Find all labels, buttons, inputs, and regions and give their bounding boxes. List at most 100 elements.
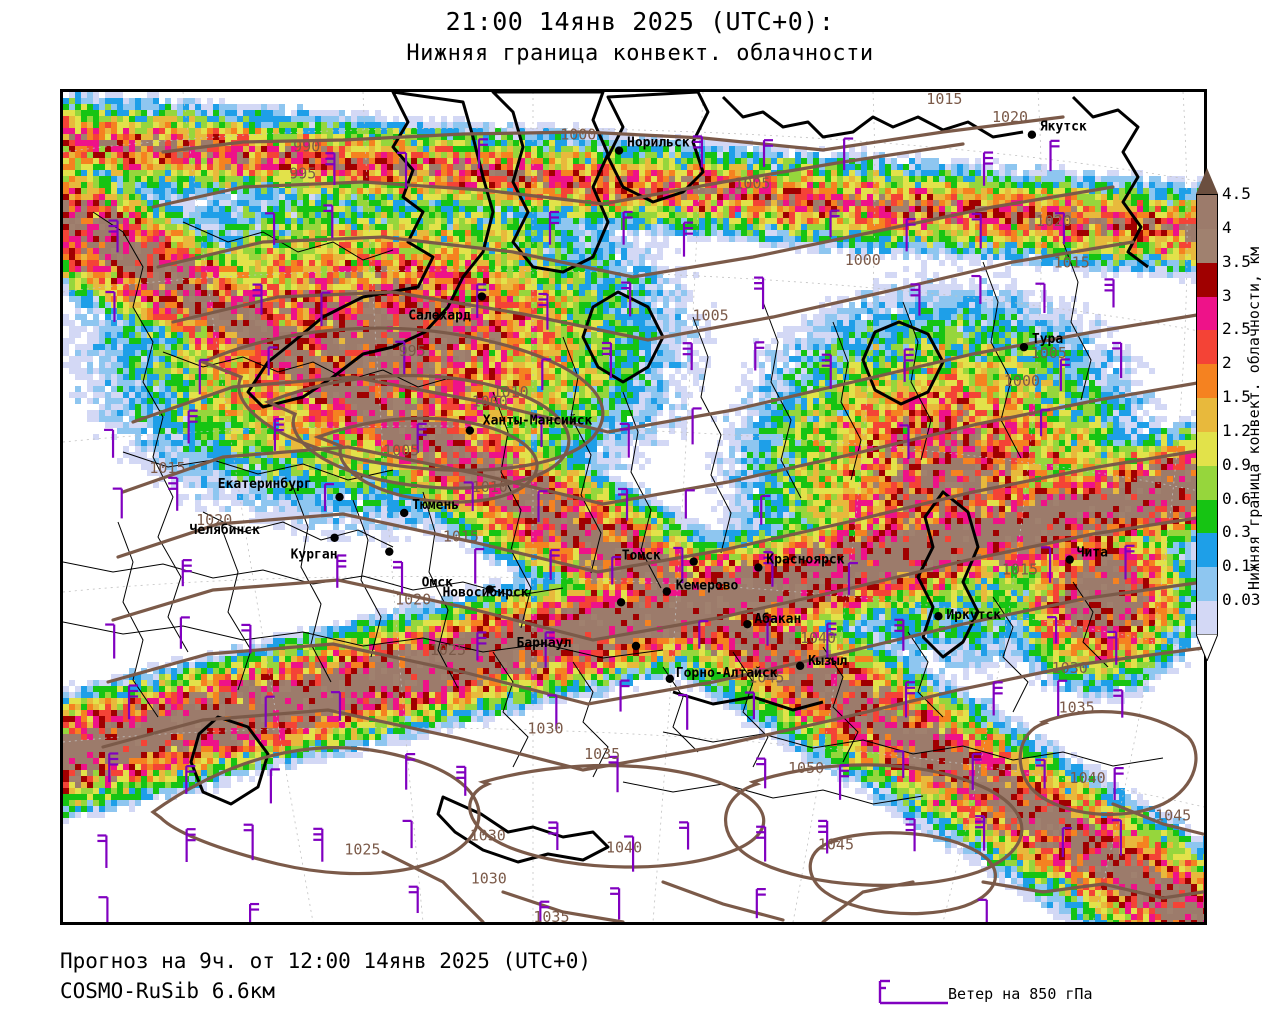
field-cell (285, 164, 291, 170)
field-cell (261, 110, 267, 116)
field-cell (327, 278, 333, 284)
field-cell (1029, 176, 1035, 182)
field-cell (897, 230, 903, 236)
field-cell (297, 122, 303, 128)
field-cell (123, 308, 129, 314)
field-cell (933, 248, 939, 254)
field-cell (369, 212, 375, 218)
field-cell (933, 170, 939, 176)
field-cell (231, 176, 237, 182)
field-cell (795, 200, 801, 206)
field-cell (723, 218, 729, 224)
field-cell (303, 230, 309, 236)
field-cell (93, 182, 99, 188)
field-cell (261, 128, 267, 134)
field-cell (993, 188, 999, 194)
field-cell (603, 272, 609, 278)
field-cell (381, 224, 387, 230)
field-cell (237, 284, 243, 290)
field-cell (327, 188, 333, 194)
field-cell (1131, 194, 1137, 200)
field-cell (315, 290, 321, 296)
field-cell (1191, 248, 1197, 254)
field-cell (471, 170, 477, 176)
field-cell (243, 290, 249, 296)
field-cell (1053, 170, 1059, 176)
field-cell (597, 224, 603, 230)
field-cell (1173, 230, 1179, 236)
field-cell (1053, 200, 1059, 206)
field-cell (321, 122, 327, 128)
field-cell (1029, 188, 1035, 194)
field-cell (423, 194, 429, 200)
field-cell (135, 302, 141, 308)
weather-map[interactable]: 1000 1015 1020 1005 1020 1015 995 990 1005 1000 99… (60, 89, 1207, 925)
field-cell (147, 158, 153, 164)
field-cell (651, 218, 657, 224)
field-cell (957, 164, 963, 170)
field-cell (177, 284, 183, 290)
field-cell (561, 170, 567, 176)
field-cell (135, 200, 141, 206)
field-cell (543, 134, 549, 140)
field-cell (1149, 188, 1155, 194)
field-cell (615, 248, 621, 254)
field-cell (513, 200, 519, 206)
field-cell (513, 290, 519, 296)
field-cell (849, 194, 855, 200)
field-cell (555, 176, 561, 182)
field-cell (1065, 218, 1071, 224)
field-cell (495, 302, 501, 308)
field-cell (261, 164, 267, 170)
field-cell (333, 140, 339, 146)
field-cell (1095, 242, 1101, 248)
field-cell (255, 122, 261, 128)
field-cell (447, 170, 453, 176)
field-cell (153, 170, 159, 176)
field-cell (579, 272, 585, 278)
field-cell (603, 140, 609, 146)
field-cell (333, 260, 339, 266)
field-cell (153, 92, 159, 98)
field-cell (651, 146, 657, 152)
field-cell (69, 266, 75, 272)
field-cell (327, 170, 333, 176)
field-cell (645, 158, 651, 164)
field-cell (693, 206, 699, 212)
field-cell (105, 284, 111, 290)
field-cell (783, 200, 789, 206)
field-cell (411, 116, 417, 122)
field-cell (747, 206, 753, 212)
field-cell (399, 254, 405, 260)
field-cell (777, 158, 783, 164)
field-cell (651, 236, 657, 242)
field-cell (621, 206, 627, 212)
field-cell (441, 284, 447, 290)
field-cell (639, 170, 645, 176)
field-cell (483, 248, 489, 254)
field-cell (699, 224, 705, 230)
field-cell (369, 152, 375, 158)
field-cell (459, 134, 465, 140)
field-cell (147, 284, 153, 290)
field-cell (885, 176, 891, 182)
field-cell (1125, 230, 1131, 236)
field-cell (237, 134, 243, 140)
field-cell (129, 164, 135, 170)
field-cell (81, 110, 87, 116)
field-cell (375, 170, 381, 176)
field-cell (69, 230, 75, 236)
field-cell (603, 170, 609, 176)
field-cell (69, 182, 75, 188)
field-cell (75, 284, 81, 290)
field-cell (615, 212, 621, 218)
field-cell (111, 284, 117, 290)
field-cell (501, 158, 507, 164)
field-cell (951, 218, 957, 224)
field-cell (741, 212, 747, 218)
field-cell (663, 200, 669, 206)
field-cell (129, 308, 135, 314)
field-cell (1143, 182, 1149, 188)
field-cell (117, 98, 123, 104)
field-cell (177, 248, 183, 254)
